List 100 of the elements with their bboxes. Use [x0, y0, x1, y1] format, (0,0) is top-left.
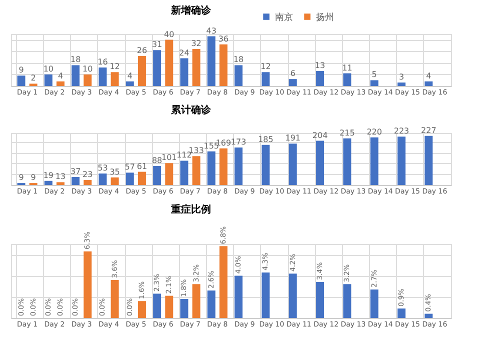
bar [343, 284, 352, 318]
data-label: 227 [421, 126, 436, 135]
data-label: 101 [161, 153, 177, 162]
bar [192, 156, 200, 185]
data-label: 32 [191, 39, 202, 48]
bar [192, 284, 200, 318]
bar [219, 44, 228, 86]
data-label: 112 [176, 150, 192, 160]
bar [126, 81, 134, 86]
bar [180, 160, 188, 185]
bar [98, 68, 107, 86]
data-label: 36 [218, 34, 229, 44]
bar [262, 144, 270, 185]
bar [219, 246, 228, 318]
bar [424, 81, 433, 86]
data-label: 10 [82, 64, 93, 74]
bar [138, 172, 146, 185]
bar [424, 136, 433, 185]
data-label: 53 [98, 164, 108, 173]
chart-title: 重症比例 [170, 203, 211, 216]
bar [84, 74, 92, 86]
bar [110, 177, 119, 185]
data-label: 3 [398, 72, 404, 82]
bar [398, 308, 406, 318]
data-label: 18 [233, 55, 244, 64]
bar [207, 290, 216, 318]
data-label: 220 [366, 127, 382, 136]
bar [316, 282, 324, 318]
data-label: 19 [43, 170, 54, 180]
bar [84, 251, 92, 318]
data-label: 88 [152, 156, 162, 165]
bar [98, 174, 107, 185]
bar [316, 140, 324, 185]
bar [343, 138, 352, 185]
bar [72, 176, 80, 185]
bar [110, 72, 119, 86]
data-label: 26 [136, 46, 148, 55]
bar [207, 36, 216, 86]
bar [262, 272, 270, 318]
bar [288, 79, 297, 86]
bar [56, 81, 64, 86]
data-label: 24 [179, 48, 190, 58]
bar [424, 314, 433, 318]
bar [207, 151, 216, 185]
bar [343, 73, 352, 86]
bar [398, 82, 406, 86]
bar [165, 163, 174, 185]
data-label: 12 [260, 62, 271, 72]
chart-title: 新增确诊 [170, 4, 212, 16]
bar [44, 180, 52, 185]
bar [56, 182, 64, 185]
data-label: 13 [314, 60, 326, 70]
bar [17, 76, 26, 86]
bar [234, 65, 243, 86]
data-label: 2 [30, 74, 36, 83]
data-label: 5 [372, 70, 377, 80]
data-label: 61 [136, 162, 148, 171]
bar [44, 74, 52, 86]
bar [165, 296, 174, 318]
bar [234, 276, 243, 318]
bar [153, 166, 162, 185]
data-label: 16 [98, 58, 108, 67]
data-label: 12 [110, 62, 120, 72]
data-label: 18 [70, 55, 81, 64]
data-label: 4 [127, 71, 132, 80]
bar [219, 148, 228, 185]
data-label: 43 [206, 26, 216, 36]
data-label: 6 [290, 69, 296, 78]
bar [288, 144, 297, 185]
bar [110, 280, 119, 318]
bar [153, 294, 162, 318]
bar [370, 80, 378, 86]
data-label: 9 [18, 173, 24, 182]
data-label: 57 [124, 162, 135, 172]
bar [234, 148, 243, 185]
data-label: 11 [342, 63, 352, 72]
bar [138, 56, 146, 86]
legend-label: 扬州 [316, 12, 334, 23]
legend-label: 南京 [274, 12, 293, 23]
bar [180, 298, 188, 318]
bar [84, 180, 92, 185]
data-label: 10 [43, 64, 54, 74]
data-label: 215 [340, 128, 355, 138]
bar [262, 72, 270, 86]
data-label: 204 [312, 130, 328, 140]
data-label: 31 [152, 40, 162, 50]
data-label: 23 [82, 170, 93, 180]
data-label: 37 [70, 166, 81, 176]
bar [180, 58, 188, 86]
data-label: 9 [18, 66, 24, 75]
data-label: 223 [394, 126, 410, 136]
data-label: 173 [230, 138, 246, 147]
data-label: 13 [55, 172, 66, 182]
bar [370, 289, 378, 318]
bar [72, 65, 80, 86]
bar [192, 49, 200, 86]
bar [126, 172, 134, 185]
data-label: 191 [285, 134, 301, 143]
bar [165, 40, 174, 86]
data-label: 185 [258, 134, 274, 144]
